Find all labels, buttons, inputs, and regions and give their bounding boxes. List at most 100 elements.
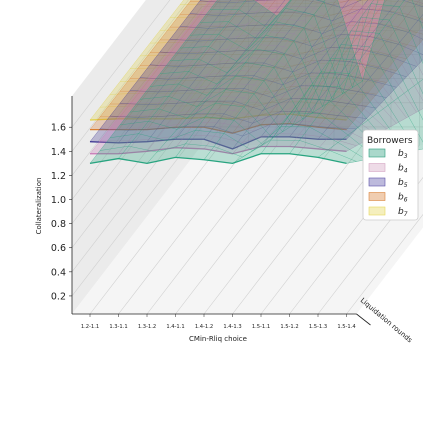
legend-entries: b3 b4 b5 b6 b7	[368, 148, 408, 218]
legend-subscript: 5	[404, 182, 408, 189]
y-tick-label: 1.4	[51, 147, 66, 158]
series-connector-b7	[289, 0, 381, 115]
series-line-b4	[120, 107, 377, 135]
series-line-b5	[159, 46, 417, 67]
y-tick-label: 0.8	[51, 219, 66, 230]
grid-line-x	[232, 0, 363, 315]
x-tick-label: 1.3-1.2	[138, 324, 156, 330]
series-line-b3	[189, 16, 423, 101]
legend-label: b3	[398, 149, 408, 160]
series-connector-b3	[175, 0, 292, 158]
z-axis-label: Liquidation rounds	[359, 296, 414, 344]
series-connector-b5	[260, 0, 369, 138]
series-line-b4	[130, 94, 387, 130]
series-line-b3	[179, 30, 423, 121]
series-line-b5	[189, 8, 423, 24]
x-tick-label: 1.4-1.1	[166, 324, 184, 330]
series-line-b3	[89, 153, 347, 165]
series-line-b4	[190, 18, 423, 46]
legend-label: b6	[398, 193, 408, 204]
series-connector-b3	[232, 80, 363, 164]
series-connector-b3	[317, 78, 423, 158]
x-tick-label: 1.5-1.1	[252, 324, 270, 330]
series-connector-b4	[317, 28, 423, 150]
series-line-b7	[129, 63, 387, 71]
series-line-b5	[119, 98, 377, 111]
series-connector-b4	[232, 6, 363, 154]
grid-line-y	[71, 0, 189, 152]
grid-line-y	[71, 78, 423, 248]
series-connector-b7	[89, 0, 184, 121]
series-line-b4	[140, 82, 397, 124]
series-band-b4	[90, 0, 423, 154]
series-connector-b4	[89, 0, 211, 154]
x-tick-label: 1.5-1.4	[337, 324, 356, 330]
chart-surfaces	[89, 0, 423, 165]
y-tick-labels: 0.2 0.4 0.6 0.8 1.0 1.2 1.4 1.6	[51, 123, 72, 302]
series-connector-b4	[146, 0, 267, 152]
series-line-b7	[169, 12, 423, 21]
series-connector-b6	[118, 0, 220, 130]
series-connector-b4	[260, 0, 376, 147]
legend-label: b4	[398, 164, 408, 175]
series-line-b5	[149, 59, 407, 78]
grid-line-x	[175, 0, 306, 315]
series-connector-b6	[89, 0, 192, 130]
series-line-b3	[159, 57, 417, 151]
series-connector-b4	[118, 0, 239, 154]
series-line-b3	[99, 139, 357, 162]
series-connector-b4	[203, 0, 321, 150]
legend-label: b7	[398, 207, 408, 218]
y-tick-label: 0.6	[51, 243, 66, 254]
series-b4	[89, 0, 423, 155]
series-connector-b7	[232, 0, 326, 119]
series-line-b4	[160, 56, 417, 113]
series-line-b3	[139, 85, 397, 155]
series-line-b3	[209, 0, 423, 89]
legend-swatch	[368, 163, 386, 172]
legend-swatch	[368, 206, 386, 216]
series-line-b3	[149, 71, 407, 153]
y-tick-label: 0.2	[51, 291, 66, 302]
series-connector-b5	[89, 0, 201, 142]
legend-subscript: 7	[404, 211, 408, 218]
series-line-b7	[179, 0, 423, 6]
series-line-b5	[199, 0, 423, 9]
series-line-b3	[119, 112, 377, 158]
series-line-b7	[119, 75, 377, 83]
series-connector-b5	[317, 14, 423, 140]
grid-line-x	[146, 0, 278, 315]
legend-frame	[362, 129, 419, 221]
series-line-b5	[109, 110, 367, 124]
x-tick-label: 1.5-1.2	[280, 324, 298, 330]
legend-title: Borrowers	[367, 136, 413, 146]
series-band-b5	[90, 0, 423, 149]
series-connector-b3	[260, 0, 374, 154]
series-line-b4	[180, 30, 423, 76]
series-line-b3	[169, 44, 423, 143]
series-line-b3	[129, 98, 387, 157]
series-line-b4	[110, 120, 367, 141]
series-line-b6	[90, 122, 347, 134]
legend-swatch	[368, 192, 386, 201]
legend-subscript: 3	[404, 153, 408, 160]
series-line-b7	[159, 25, 417, 34]
x-axis-label: CMin-Rliq choice	[189, 335, 247, 343]
series-line-b4	[90, 145, 347, 155]
series-line-b7	[109, 88, 367, 96]
floor-pane	[72, 145, 423, 314]
x-tick-label: 1.4-1.3	[223, 324, 241, 330]
series-connector-b5	[346, 59, 423, 140]
series-connector-b3	[203, 0, 326, 160]
series-connector-b7	[175, 0, 269, 119]
series-connector-b6	[175, 0, 276, 128]
x-tick-label: 1.2-1.1	[81, 324, 99, 330]
series-line-b5	[89, 136, 347, 150]
grid-line-x	[203, 0, 335, 315]
chart-grid	[71, 0, 423, 315]
legend-label: b5	[398, 178, 408, 189]
series-connector-b3	[146, 15, 278, 164]
series-connector-b6	[289, 0, 387, 124]
side-pane	[72, 0, 202, 314]
